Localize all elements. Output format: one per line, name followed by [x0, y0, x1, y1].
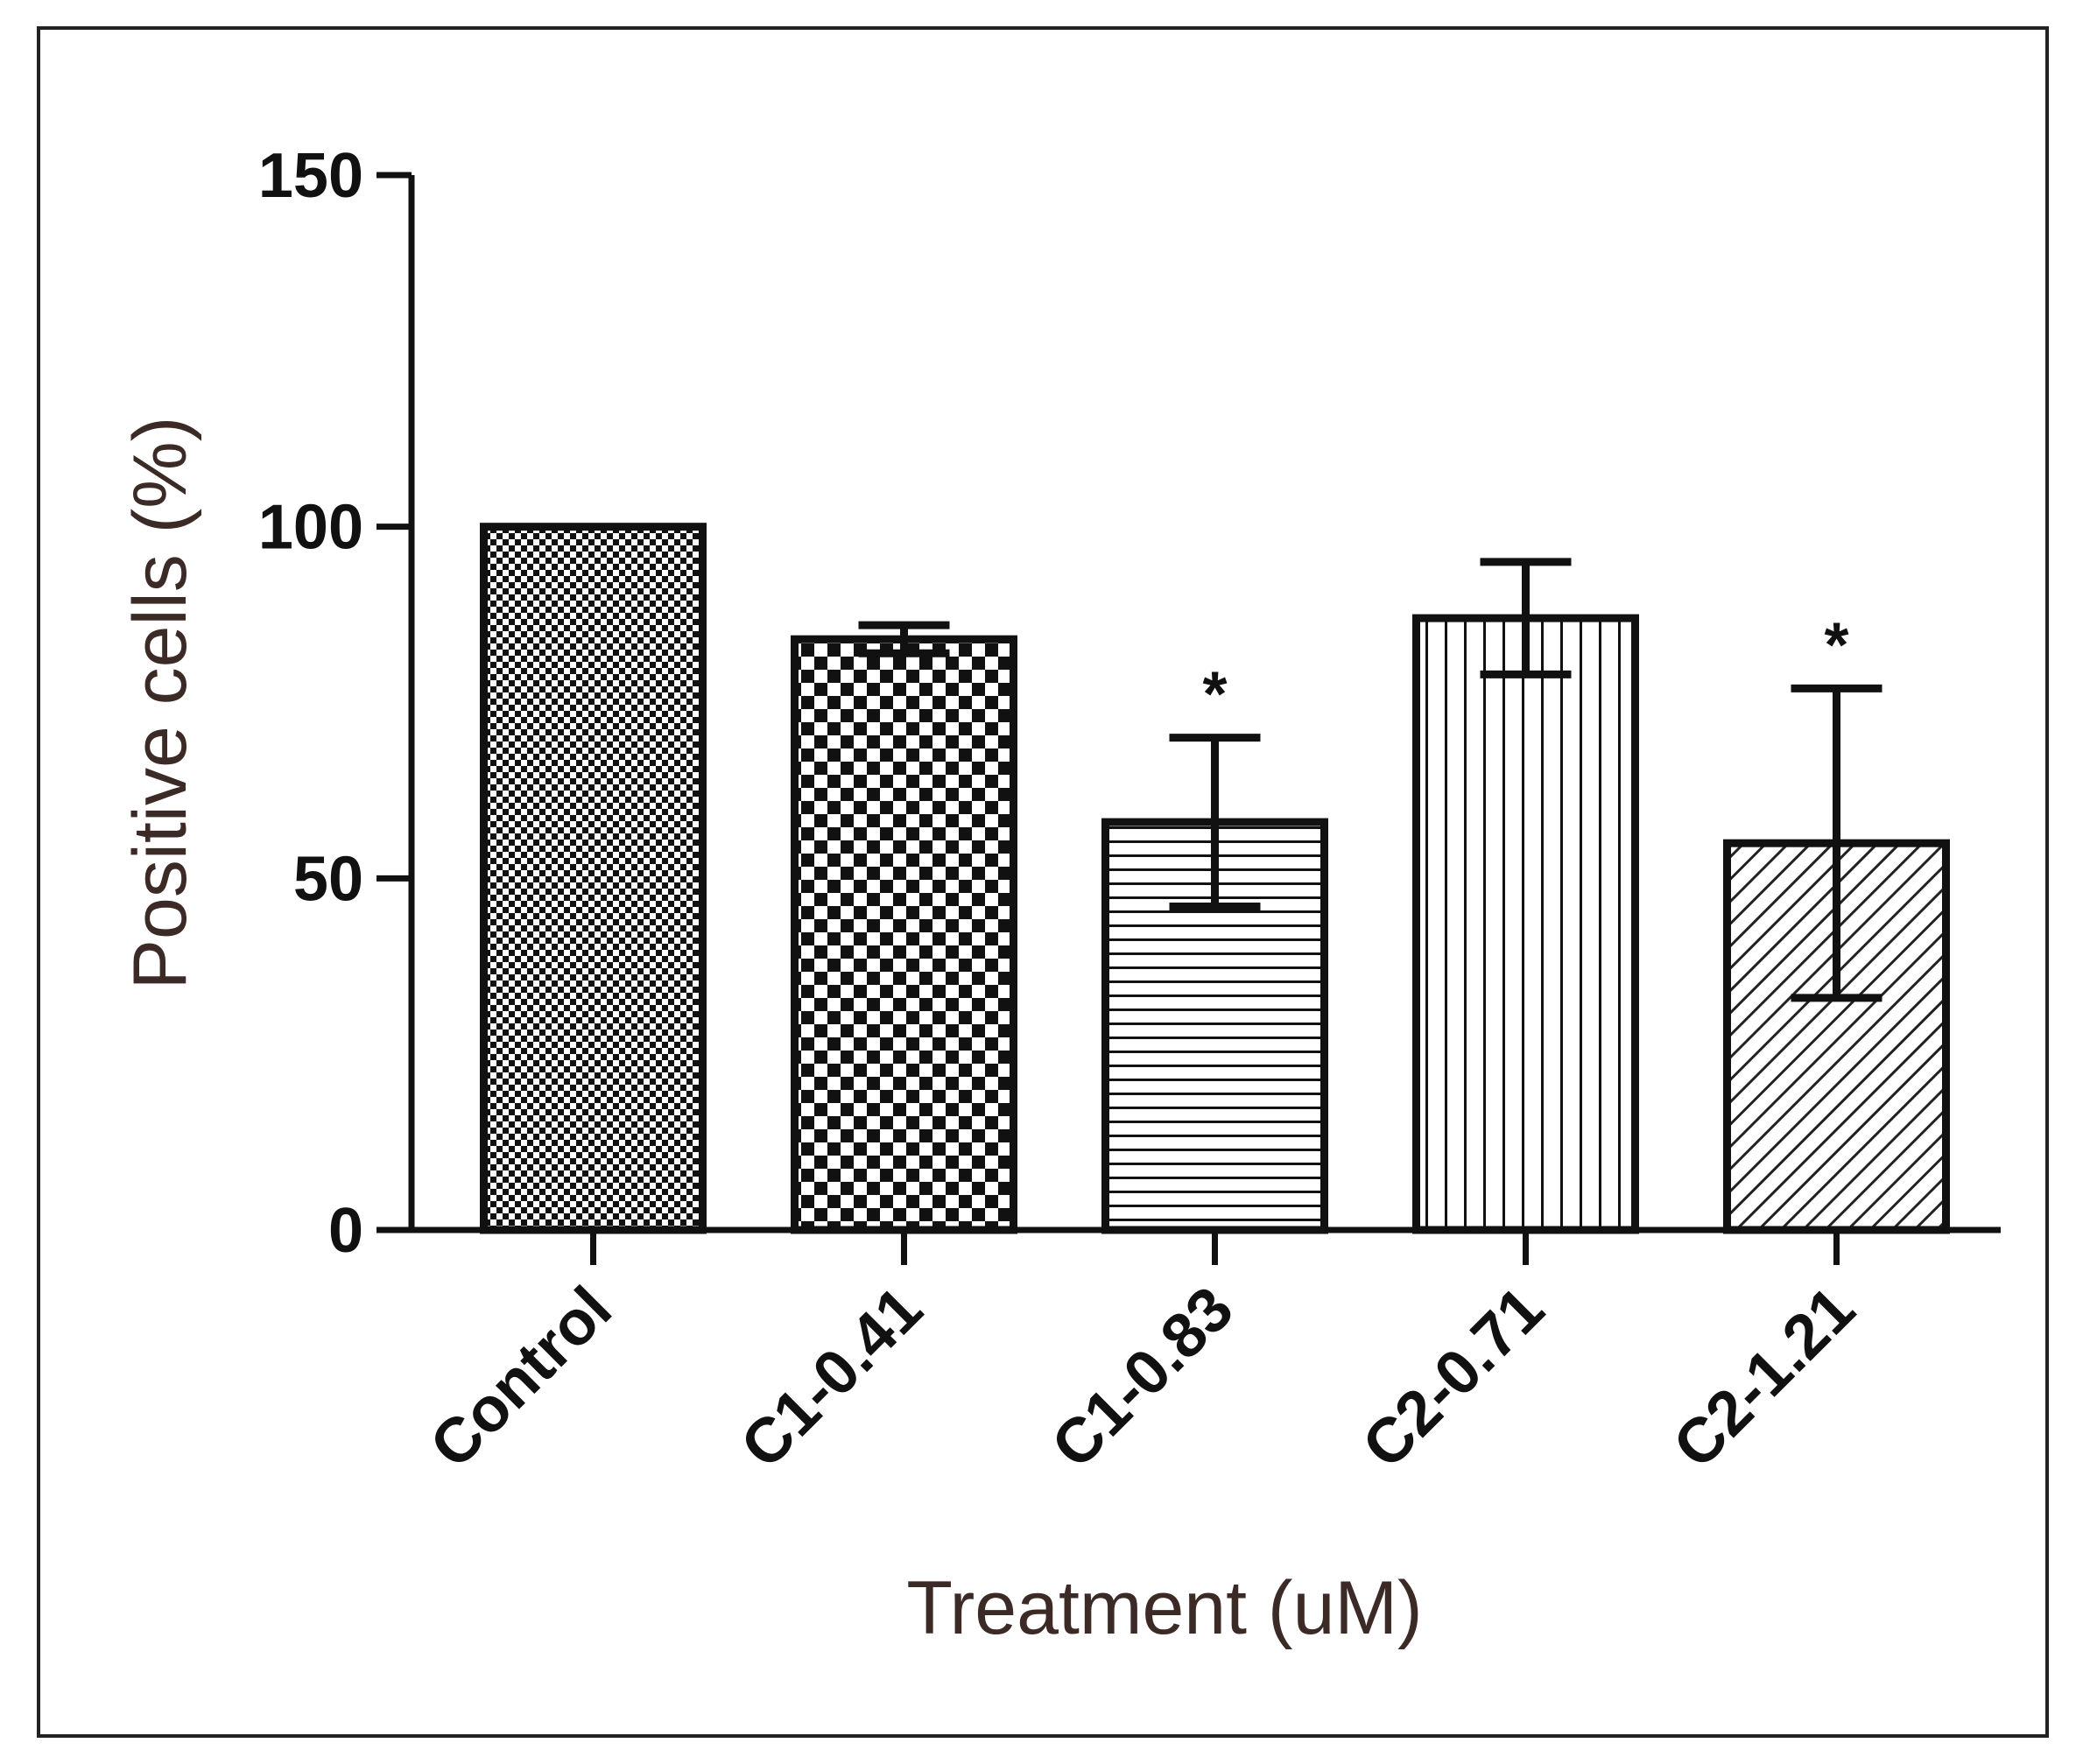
y-tick-label: 50	[293, 844, 363, 914]
chart-frame	[37, 26, 2049, 1738]
x-tick-label: C1-0.41	[728, 1274, 936, 1482]
bar-control	[480, 523, 707, 1234]
y-ticks: 0 50 100 150	[258, 141, 412, 1266]
x-tick-label: C1-0.83	[1038, 1274, 1247, 1482]
x-tick-label: C2-0.71	[1349, 1274, 1558, 1482]
x-axis-title: Treatment (uM)	[906, 1566, 1422, 1650]
bars: **	[480, 523, 1950, 1234]
x-ticks: Control C1-0.41 C1-0.83 C2-0.71 C2-1.21	[417, 1230, 1868, 1481]
significance-star: *	[1824, 610, 1848, 680]
y-tick-label: 0	[328, 1196, 363, 1266]
y-tick-label: 150	[258, 141, 363, 211]
x-tick-label: Control	[417, 1274, 625, 1482]
y-axis-title: Positive cells (%)	[118, 417, 202, 990]
y-tick-label: 100	[258, 493, 363, 563]
bar-c1-0-41	[791, 635, 1017, 1234]
bar-c2-0-71	[1412, 614, 1639, 1234]
significance-star: *	[1202, 660, 1227, 730]
x-tick-label: C2-1.21	[1660, 1274, 1868, 1482]
